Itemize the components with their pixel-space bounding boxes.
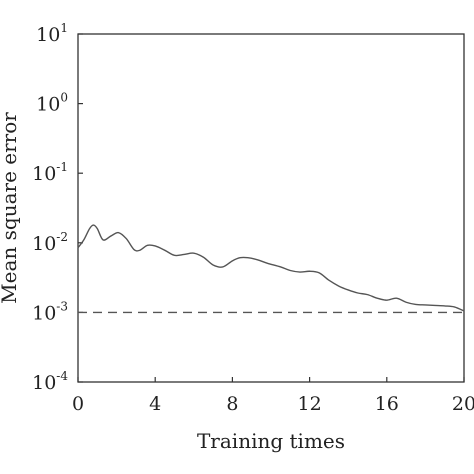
x-tick-label: 0 [72,393,84,415]
y-tick-label: 10-4 [32,369,68,394]
x-tick-label: 4 [149,393,161,415]
y-tick-label: 100 [36,91,68,116]
x-tick-label: 8 [226,393,238,415]
x-axis-label: Training times [197,429,345,453]
mse-line-series [77,224,465,312]
y-tick-label: 101 [36,21,68,46]
y-tick-label: 10-3 [32,299,68,324]
x-tick-label: 20 [452,393,474,415]
y-tick-label: 10-1 [32,160,68,185]
plot-frame [77,33,465,383]
x-axis-ticks: 0 4 8 12 16 20 [72,377,474,415]
y-axis-label: Mean square error [0,112,21,304]
y-tick-label: 10-2 [32,230,68,255]
series-layer [77,224,465,314]
x-tick-label: 12 [298,393,322,415]
y-axis-ticks: 101 100 10-1 10-2 10-3 10-4 [32,21,83,394]
x-tick-label: 16 [375,393,399,415]
